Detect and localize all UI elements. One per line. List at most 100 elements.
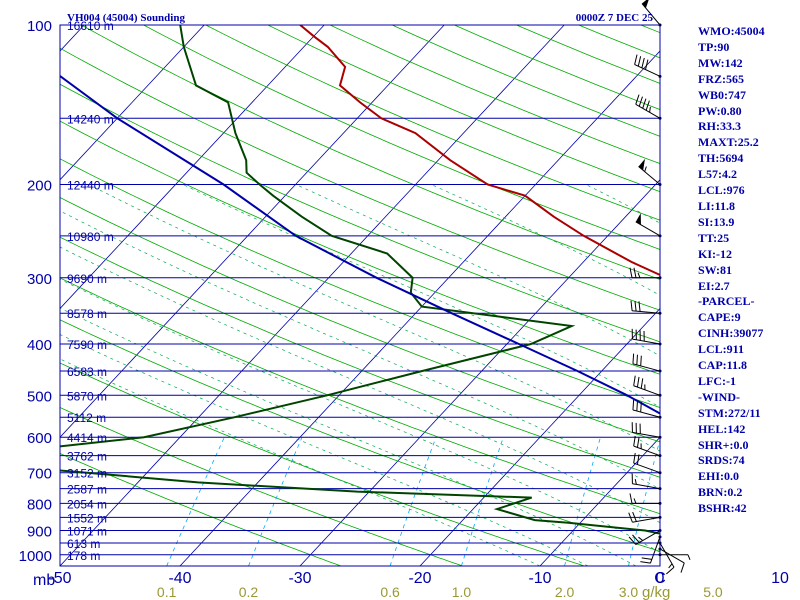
dry-adiabat bbox=[60, 407, 463, 566]
wind-barb bbox=[631, 473, 662, 491]
sounding-index: SW:81 bbox=[698, 262, 733, 277]
wind-barb-tick bbox=[633, 435, 636, 447]
sounding-index: WB0:747 bbox=[698, 87, 746, 102]
wind-barb-shaft bbox=[633, 462, 661, 474]
sounding-index: EI:2.7 bbox=[698, 278, 730, 293]
wind-barb-shaft bbox=[633, 445, 661, 457]
isotherm-line bbox=[60, 25, 565, 566]
wind-barb-tick bbox=[637, 272, 641, 278]
dry-adiabat bbox=[143, 25, 660, 250]
wind-barb-tick bbox=[640, 401, 642, 413]
wind-barb-tick bbox=[632, 534, 640, 543]
sounding-index: SHR+:0.0 bbox=[698, 437, 749, 452]
isotherm-line bbox=[60, 25, 325, 310]
mixing-ratio-label: 0.1 bbox=[157, 584, 177, 600]
wind-barb-tick bbox=[633, 498, 637, 504]
height-label: 613 m bbox=[67, 537, 100, 551]
pressure-tick-label: 800 bbox=[27, 496, 52, 513]
wind-barb bbox=[632, 353, 662, 373]
wind-barb-shaft bbox=[659, 548, 685, 564]
wind-barb-tick bbox=[633, 267, 637, 278]
wind-barb-tick bbox=[666, 566, 675, 575]
wind-barb-tick bbox=[630, 300, 633, 311]
temperature-tick-label: 10 bbox=[771, 570, 789, 587]
sounding-index: LFC:-1 bbox=[698, 373, 736, 388]
dry-adiabat bbox=[60, 197, 660, 443]
height-label: 6583 m bbox=[67, 365, 107, 379]
pressure-tick-label: 1000 bbox=[19, 548, 52, 565]
height-label: 8578 m bbox=[67, 307, 107, 321]
pressure-tick-label: 200 bbox=[27, 177, 52, 194]
wind-barbs bbox=[628, 0, 691, 575]
wind-barb-tick bbox=[638, 301, 641, 312]
wind-barb-shaft bbox=[633, 385, 661, 396]
wind-barb-shaft bbox=[632, 516, 661, 523]
wind-barb-tick bbox=[636, 400, 638, 412]
wind-barb bbox=[635, 213, 662, 238]
wind-barb bbox=[634, 54, 662, 78]
pressure-tick-label: 100 bbox=[27, 18, 52, 35]
wind-barb-tick bbox=[633, 452, 636, 464]
mixing-ratio-line bbox=[389, 437, 437, 566]
skewt-grid bbox=[60, 25, 660, 566]
sounding-index: -WIND- bbox=[698, 389, 740, 404]
temperature-tick-label: -40 bbox=[168, 570, 191, 587]
sounding-index: CAPE:9 bbox=[698, 310, 741, 325]
sounding-index: STM:272/11 bbox=[698, 405, 761, 420]
height-label: 2054 m bbox=[67, 497, 107, 511]
wind-barb bbox=[640, 535, 662, 564]
sounding-index: LCL:911 bbox=[698, 342, 745, 357]
dry-adiabat bbox=[81, 25, 660, 280]
sounding-index: LI:11.8 bbox=[698, 198, 736, 213]
sounding-index: KI:-12 bbox=[698, 246, 732, 261]
mixing-ratio-line bbox=[461, 437, 504, 566]
wind-barb-flag bbox=[635, 213, 641, 225]
wind-barb-flag bbox=[642, 0, 649, 9]
dry-adiabat bbox=[60, 362, 585, 566]
mixing-ratio-label: 1.0 bbox=[452, 584, 472, 600]
wind-barb-tick bbox=[642, 98, 647, 109]
wind-barb-shaft bbox=[635, 530, 661, 545]
temperature-tick-label: -10 bbox=[528, 570, 551, 587]
mixing-ratio-label: 0.2 bbox=[239, 584, 259, 600]
wind-barb-shaft bbox=[632, 409, 661, 418]
height-label: 1552 m bbox=[67, 511, 107, 525]
wind-barb-shaft bbox=[634, 64, 661, 77]
sounding-index: TH:5694 bbox=[698, 151, 744, 166]
chart-valid-time: 0000Z 7 DEC 25 bbox=[576, 12, 654, 24]
dry-adiabat bbox=[60, 236, 660, 478]
wind-barb-tick bbox=[644, 166, 647, 172]
wind-barb-tick bbox=[629, 493, 633, 504]
parcel-curve bbox=[60, 74, 660, 415]
sounding-index: TT:25 bbox=[698, 230, 730, 245]
wind-barb bbox=[631, 328, 662, 346]
mixing-ratio-line bbox=[248, 437, 303, 566]
wind-barb-shaft bbox=[649, 536, 661, 564]
temperature-tick-label: 0 bbox=[656, 570, 665, 587]
dry-adiabat bbox=[60, 83, 660, 343]
wind-barb-tick bbox=[634, 479, 637, 485]
isotherm-line bbox=[60, 25, 205, 181]
temperature-tick-label: -50 bbox=[48, 570, 71, 587]
mixing-ratio-label: 3.0 bbox=[619, 584, 639, 600]
wind-barb-tick bbox=[637, 56, 642, 67]
wind-barb-tick bbox=[628, 536, 637, 545]
sounding-index: FRZ:565 bbox=[698, 71, 744, 86]
wind-barb-tick bbox=[635, 94, 640, 105]
sounding-index: CAP:11.8 bbox=[698, 358, 747, 373]
temperature-tick-label: -30 bbox=[288, 570, 311, 587]
dry-adiabat bbox=[60, 277, 660, 515]
pressure-tick-label: 900 bbox=[27, 524, 52, 541]
isotherm-line bbox=[299, 179, 660, 566]
wind-barb-tick bbox=[641, 557, 652, 560]
wind-barb bbox=[628, 529, 662, 545]
sounding-index: PW:0.80 bbox=[698, 103, 742, 118]
wind-barb-tick bbox=[633, 375, 636, 386]
wind-barb bbox=[633, 452, 662, 475]
wind-barb bbox=[658, 547, 685, 573]
sounding-index: LCL:976 bbox=[698, 183, 745, 198]
dry-adiabat bbox=[60, 319, 660, 552]
height-label: 9690 m bbox=[67, 272, 107, 286]
wind-barb-tick bbox=[640, 378, 644, 389]
wind-barb-shaft bbox=[632, 431, 661, 438]
